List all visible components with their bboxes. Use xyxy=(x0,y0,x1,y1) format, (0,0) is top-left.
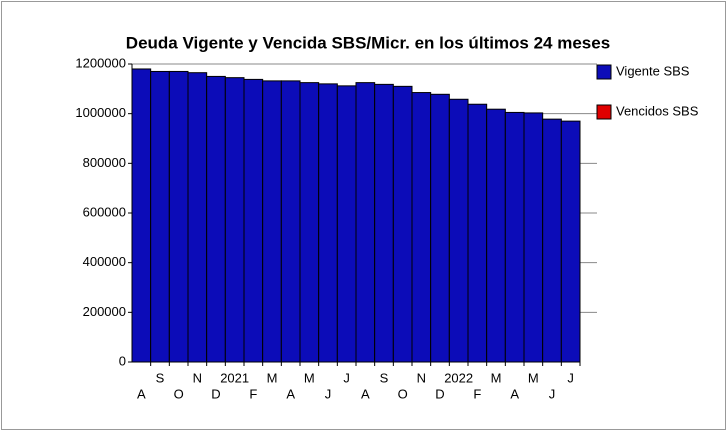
bar xyxy=(224,77,245,363)
chart-title: Deuda Vigente y Vencida SBS/Micr. en los… xyxy=(126,33,610,52)
x-tick-label: M xyxy=(267,370,278,385)
bar xyxy=(131,68,152,363)
x-tick-label: O xyxy=(398,386,408,401)
bar xyxy=(150,70,170,363)
x-tick-label: J xyxy=(567,370,574,385)
bar xyxy=(523,112,544,363)
y-tick-label: 400000 xyxy=(83,254,126,269)
bar xyxy=(504,111,525,363)
legend-label: Vigente SBS xyxy=(616,63,690,78)
x-tick-label: S xyxy=(156,370,165,385)
x-tick-label: A xyxy=(286,386,295,401)
x-tick-label: D xyxy=(211,386,220,401)
bar xyxy=(187,72,208,363)
x-tick-label: S xyxy=(380,370,389,385)
bar xyxy=(467,103,488,363)
x-tick-label: A xyxy=(137,386,146,401)
x-tick-label: 2022 xyxy=(444,370,473,385)
bar xyxy=(448,98,469,363)
x-tick-label: N xyxy=(417,370,426,385)
x-tick-label: M xyxy=(491,370,502,385)
bar xyxy=(374,83,394,363)
y-tick-label: 1000000 xyxy=(75,105,126,120)
bar xyxy=(206,75,226,363)
x-tick-label: F xyxy=(249,386,257,401)
legend-label: Vencidos SBS xyxy=(616,103,699,118)
x-tick-label: F xyxy=(473,386,481,401)
x-tick-label: M xyxy=(528,370,539,385)
bar xyxy=(486,108,506,363)
bar xyxy=(318,83,338,363)
x-tick-label: O xyxy=(174,386,184,401)
bar xyxy=(336,85,357,363)
y-tick-label: 200000 xyxy=(83,304,126,319)
x-tick-label: 2021 xyxy=(220,370,249,385)
y-tick-label: 1200000 xyxy=(75,55,126,70)
bar xyxy=(243,78,264,363)
x-tick-label: J xyxy=(549,386,556,401)
bar xyxy=(168,70,189,363)
x-tick-label: A xyxy=(510,386,519,401)
bar xyxy=(280,80,301,363)
x-tick-label: M xyxy=(304,370,315,385)
x-tick-label: J xyxy=(343,370,350,385)
y-tick-label: 600000 xyxy=(83,204,126,219)
x-tick-label: A xyxy=(361,386,370,401)
x-tick-label: N xyxy=(193,370,202,385)
x-tick-label: D xyxy=(435,386,444,401)
legend-swatch xyxy=(596,104,612,120)
x-tick-label: J xyxy=(325,386,332,401)
bar xyxy=(299,82,320,363)
y-tick-label: 0 xyxy=(119,353,126,368)
legend-swatch xyxy=(596,64,612,80)
bar xyxy=(560,120,581,363)
bar xyxy=(355,82,376,363)
y-tick-label: 800000 xyxy=(83,155,126,170)
bar xyxy=(542,118,562,363)
bar xyxy=(392,85,413,363)
bar xyxy=(262,80,282,363)
bar xyxy=(411,92,432,363)
bar xyxy=(430,93,450,363)
